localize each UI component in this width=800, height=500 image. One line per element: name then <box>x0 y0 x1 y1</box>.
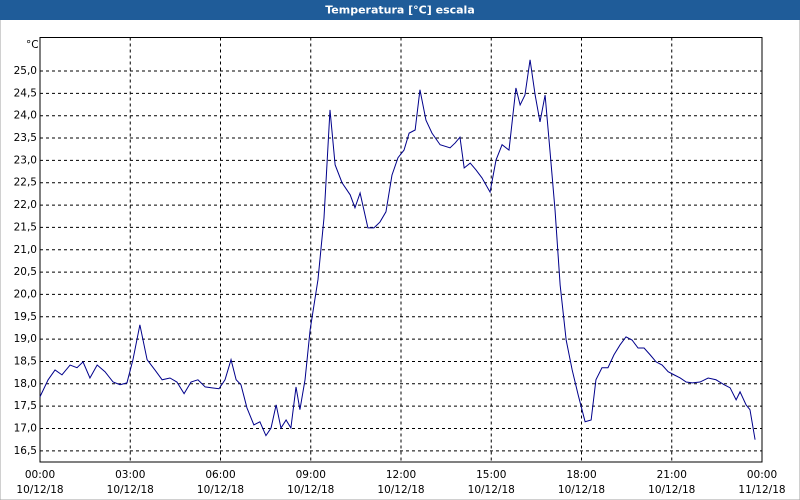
y-tick-label: 23,0 <box>14 154 37 166</box>
y-unit: °C <box>26 39 39 51</box>
y-tick-label: 18,5 <box>14 355 37 367</box>
x-tick-date: 10/12/18 <box>107 484 154 496</box>
y-tick-label: 21,5 <box>14 221 37 233</box>
temperature-line <box>39 59 756 440</box>
y-tick-label: 21,0 <box>14 244 37 256</box>
x-tick-date: 10/12/18 <box>287 484 334 496</box>
x-tick-date: 10/12/18 <box>16 484 63 496</box>
x-tick-label: 00:00 <box>747 469 777 481</box>
y-tick-label: 23,5 <box>14 132 37 144</box>
y-tick-label: 24,0 <box>14 110 37 122</box>
y-tick-label: 19,0 <box>14 333 37 345</box>
y-tick-label: 17,0 <box>14 422 37 434</box>
y-tick-label: 20,0 <box>14 288 37 300</box>
x-tick-label: 03:00 <box>115 469 145 481</box>
x-tick-date: 10/12/18 <box>468 484 515 496</box>
y-tick-label: 18,0 <box>14 378 37 390</box>
y-tick-label: 25,0 <box>14 65 37 77</box>
y-tick-label: 22,0 <box>14 199 37 211</box>
x-tick-date: 11/12/18 <box>738 484 785 496</box>
x-tick-date: 10/12/18 <box>377 484 424 496</box>
y-tick-label: 16,5 <box>14 445 37 457</box>
x-tick-label: 00:00 <box>25 469 55 481</box>
x-tick-label: 09:00 <box>296 469 326 481</box>
y-tick-label: 17,5 <box>14 400 37 412</box>
title-bar <box>0 0 800 20</box>
x-tick-label: 18:00 <box>566 469 596 481</box>
x-tick-label: 21:00 <box>657 469 687 481</box>
y-tick-label: 24,5 <box>14 87 37 99</box>
x-tick-label: 12:00 <box>386 469 416 481</box>
y-tick-label: 19,5 <box>14 311 37 323</box>
x-tick-date: 10/12/18 <box>648 484 695 496</box>
chart-title: Temperatura [°C] escala <box>325 4 475 17</box>
x-tick-date: 10/12/18 <box>558 484 605 496</box>
x-tick-label: 15:00 <box>476 469 506 481</box>
x-tick-label: 06:00 <box>205 469 235 481</box>
y-tick-label: 22,5 <box>14 177 37 189</box>
x-tick-date: 10/12/18 <box>197 484 244 496</box>
y-tick-label: 20,5 <box>14 266 37 278</box>
